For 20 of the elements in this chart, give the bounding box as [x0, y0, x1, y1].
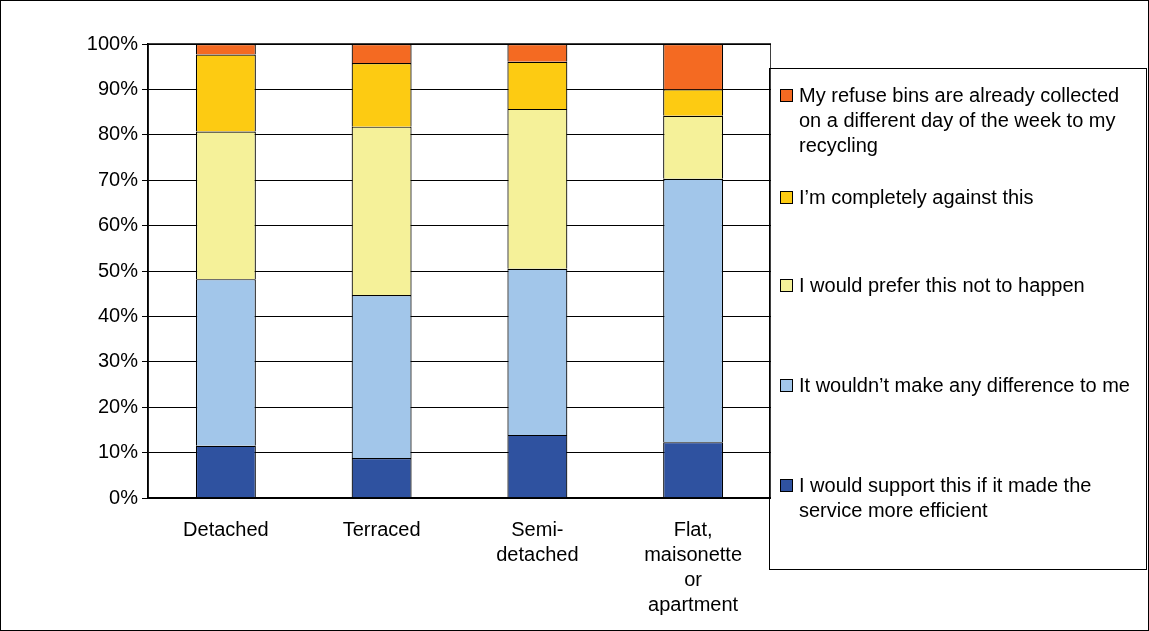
legend-label: It wouldn’t make any difference to me: [799, 373, 1130, 398]
x-tick-label: Detached: [183, 518, 269, 541]
y-tick-label: 70%: [97, 167, 139, 190]
y-tick-label: 100%: [86, 31, 139, 54]
x-tick-label: Semi-detached: [496, 518, 579, 566]
y-tick-label: 20%: [97, 394, 139, 417]
y-tick-label: 90%: [97, 76, 139, 99]
legend-label: I would prefer this not to happen: [799, 273, 1085, 298]
y-tick-label: 30%: [97, 349, 139, 372]
y-tick-label: 10%: [97, 440, 139, 463]
x-tick-label: Flat, maisonette or apartment: [644, 518, 743, 616]
y-tick-label: 80%: [97, 122, 139, 145]
y-tick-label: 40%: [97, 303, 139, 326]
y-tick-label: 60%: [97, 213, 139, 236]
legend-label: My refuse bins are already collected on a different day of the week to my recycling: [799, 83, 1121, 158]
y-tick-label: 50%: [97, 258, 139, 281]
x-tick-label: Terraced: [342, 518, 421, 541]
legend-label: I would support this if it made the service more efficient: [799, 473, 1093, 523]
y-tick-label: 0%: [109, 485, 139, 508]
legend-label: I’m completely against this: [799, 185, 1034, 210]
